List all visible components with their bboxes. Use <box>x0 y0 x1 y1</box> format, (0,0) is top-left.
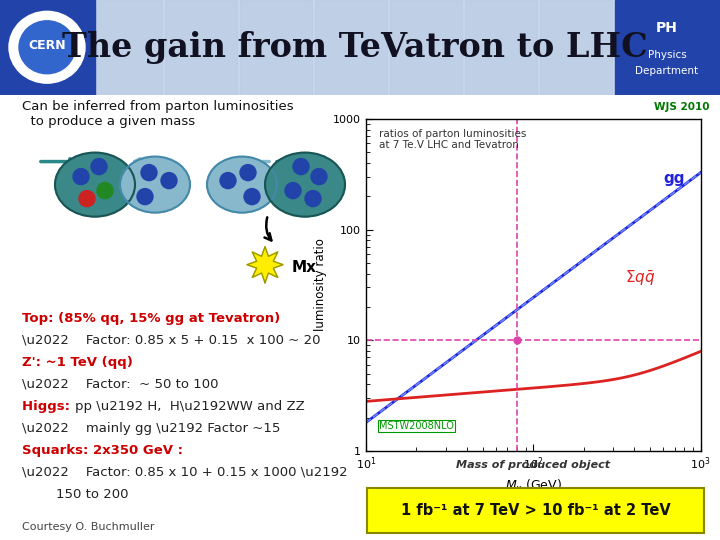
Bar <box>465 0 537 94</box>
Ellipse shape <box>207 157 277 213</box>
Text: Squarks: 2x350 GeV :: Squarks: 2x350 GeV : <box>22 444 183 457</box>
Circle shape <box>240 165 256 180</box>
Text: gg: gg <box>663 171 685 186</box>
Text: ratios of parton luminosities
at 7 Te.V LHC and Tevatron: ratios of parton luminosities at 7 Te.V … <box>379 129 526 150</box>
Circle shape <box>311 168 327 185</box>
Text: pp \u2192 H,  H\u2192WW and ZZ: pp \u2192 H, H\u2192WW and ZZ <box>75 400 305 413</box>
Text: Physics: Physics <box>647 50 686 60</box>
Text: Courtesy O. Buchmuller: Courtesy O. Buchmuller <box>22 522 155 532</box>
FancyBboxPatch shape <box>367 488 704 532</box>
Text: MSTW2008NLO: MSTW2008NLO <box>379 421 454 431</box>
Polygon shape <box>247 247 283 283</box>
Bar <box>0 0 95 94</box>
Text: Department: Department <box>636 66 698 76</box>
Text: Z': ~1 TeV (qq): Z': ~1 TeV (qq) <box>22 356 133 369</box>
Bar <box>315 0 387 94</box>
Ellipse shape <box>265 153 345 217</box>
Bar <box>390 0 462 94</box>
Text: \u2022    Factor: 0.85 x 10 + 0.15 x 1000 \u2192: \u2022 Factor: 0.85 x 10 + 0.15 x 1000 \… <box>22 466 348 479</box>
Circle shape <box>79 191 95 207</box>
Text: Higgs:: Higgs: <box>22 400 75 413</box>
Text: \u2022    Factor: 0.85 x 5 + 0.15  x 100 ~ 20: \u2022 Factor: 0.85 x 5 + 0.15 x 100 ~ 2… <box>22 334 320 347</box>
Circle shape <box>220 173 236 188</box>
Text: Top: (85% qq, 15% gg at Tevatron): Top: (85% qq, 15% gg at Tevatron) <box>22 312 280 325</box>
Text: Mx: Mx <box>292 260 317 275</box>
Circle shape <box>161 173 177 188</box>
FancyArrowPatch shape <box>264 217 271 240</box>
Circle shape <box>73 168 89 185</box>
Text: \u2022    mainly gg \u2192 Factor ~15: \u2022 mainly gg \u2192 Factor ~15 <box>22 422 280 435</box>
Bar <box>540 0 612 94</box>
Circle shape <box>19 21 75 74</box>
Text: \u2022    Factor:  ~ 50 to 100: \u2022 Factor: ~ 50 to 100 <box>22 378 218 391</box>
Circle shape <box>91 159 107 174</box>
Bar <box>240 0 312 94</box>
Circle shape <box>285 183 301 199</box>
Ellipse shape <box>120 157 190 213</box>
Bar <box>615 0 687 94</box>
Bar <box>615 0 720 94</box>
Text: CERN: CERN <box>28 39 66 52</box>
Bar <box>90 0 162 94</box>
Text: 150 to 200: 150 to 200 <box>22 488 128 501</box>
X-axis label: $M_x$ (GeV): $M_x$ (GeV) <box>505 478 562 494</box>
Text: WJS 2010: WJS 2010 <box>654 102 710 111</box>
Circle shape <box>141 165 157 180</box>
Text: Mass of produced object: Mass of produced object <box>456 460 610 470</box>
Text: $\Sigma q\bar{q}$: $\Sigma q\bar{q}$ <box>625 268 655 288</box>
Circle shape <box>305 191 321 207</box>
Text: Can be inferred from parton luminosities
  to produce a given mass: Can be inferred from parton luminosities… <box>22 99 294 127</box>
Circle shape <box>293 159 309 174</box>
Text: PH: PH <box>656 22 678 35</box>
Y-axis label: luminosity ratio: luminosity ratio <box>315 239 328 331</box>
Ellipse shape <box>55 153 135 217</box>
Bar <box>165 0 237 94</box>
Circle shape <box>97 183 113 199</box>
Circle shape <box>244 188 260 205</box>
Text: 1 fb⁻¹ at 7 TeV > 10 fb⁻¹ at 2 TeV: 1 fb⁻¹ at 7 TeV > 10 fb⁻¹ at 2 TeV <box>401 503 670 518</box>
Circle shape <box>9 11 85 83</box>
Text: The gain from TeVatron to LHC: The gain from TeVatron to LHC <box>62 31 648 64</box>
Circle shape <box>137 188 153 205</box>
